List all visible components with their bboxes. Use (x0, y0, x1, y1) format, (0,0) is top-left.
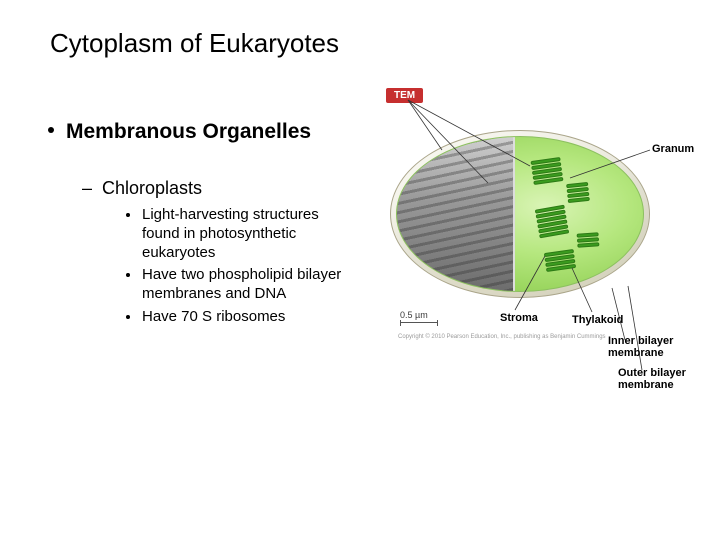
list-item: Have 70 S ribosomes (126, 308, 358, 327)
scale-bar: 0.5 µm (400, 310, 438, 323)
bullet-level-1: Membranous Organelles (48, 120, 311, 144)
bullet-dot (48, 127, 54, 133)
label-thylakoid: Thylakoid (572, 315, 623, 327)
dash-marker: – (82, 178, 92, 198)
bullet-l2-text: Chloroplasts (102, 178, 202, 198)
copyright-text: Copyright © 2010 Pearson Education, Inc.… (398, 334, 606, 340)
label-outer-membrane: Outer bilayermembrane (618, 368, 686, 391)
chloroplast-diagram: TEM 0.5 µm Granum Stroma Thylakoid Inner… (370, 88, 700, 358)
list-item: Light-harvesting structures found in pho… (126, 206, 358, 262)
bullet-level-3-list: Light-harvesting structures found in pho… (126, 206, 358, 331)
bullet-l1-text: Membranous Organelles (66, 120, 311, 144)
label-granum: Granum (652, 144, 694, 156)
bullet-level-2: –Chloroplasts (82, 178, 202, 199)
list-item: Have two phospholipid bilayer membranes … (126, 266, 358, 304)
scale-bar-line (400, 322, 438, 323)
label-stroma: Stroma (500, 313, 538, 325)
slide-title: Cytoplasm of Eukaryotes (50, 28, 339, 59)
label-inner-membrane: Inner bilayermembrane (608, 336, 673, 359)
scale-bar-label: 0.5 µm (400, 310, 428, 320)
